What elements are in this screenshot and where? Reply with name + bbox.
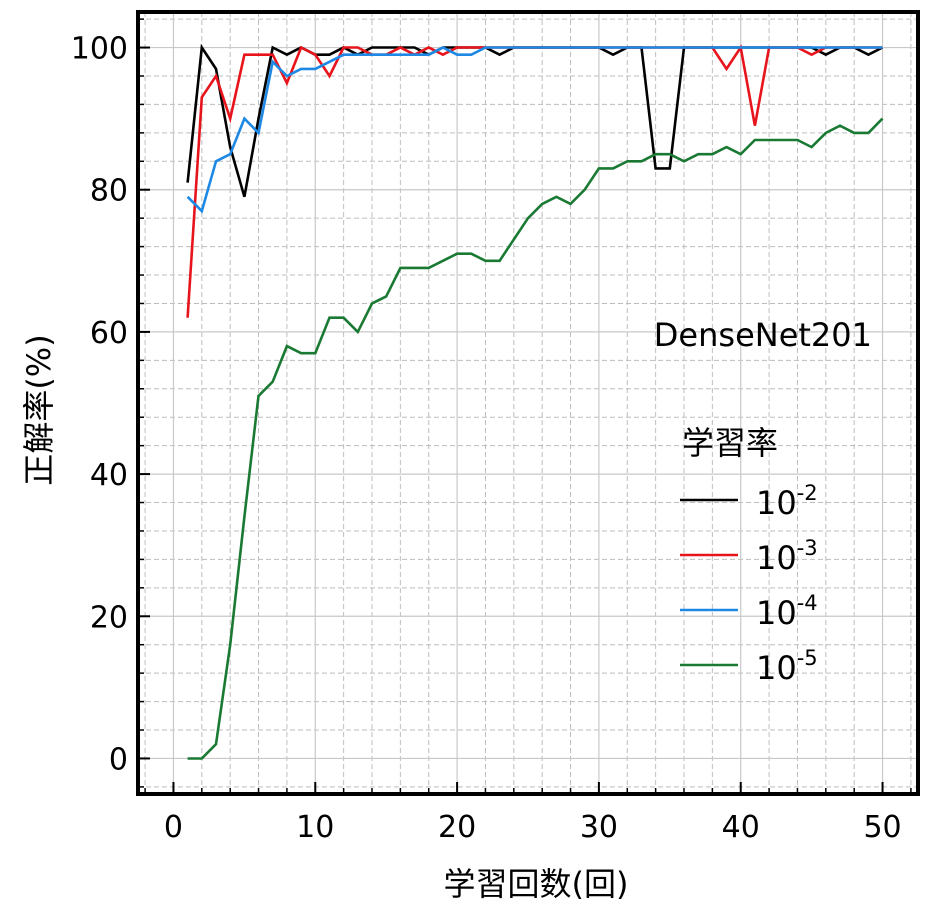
- legend-label-exponent: -5: [797, 646, 818, 670]
- series-line-4: [187, 117, 884, 760]
- plot-frame: [136, 10, 920, 796]
- series-line-3: [186, 46, 883, 214]
- legend-label-3: 10-4: [756, 591, 818, 632]
- y-tick-label: 60: [90, 316, 128, 351]
- legend-label-base: 10: [756, 594, 797, 632]
- legend-label-exponent: -3: [797, 536, 818, 560]
- legend-label-1: 10-2: [756, 481, 818, 522]
- x-tick-label: 20: [438, 810, 476, 845]
- x-tick-label: 30: [580, 810, 618, 845]
- y-tick-label: 0: [109, 742, 128, 777]
- tick-labels: 0 10 20 30 40 50 0 20 40 60 80 100: [71, 32, 902, 845]
- x-axis-title: 学習回数(回): [444, 865, 629, 903]
- tick-marks: [138, 18, 912, 794]
- y-tick-label: 100: [71, 32, 128, 67]
- legend-label-exponent: -2: [797, 481, 818, 505]
- y-tick-label: 40: [90, 458, 128, 493]
- legend-label-base: 10: [756, 539, 797, 577]
- legend-entries: 10-210-310-410-5: [680, 481, 818, 687]
- legend-label-exponent: -4: [797, 591, 818, 615]
- x-tick-label: 50: [863, 810, 901, 845]
- legend-label-4: 10-5: [756, 646, 818, 687]
- x-tick-label: 10: [296, 810, 334, 845]
- model-name-annotation: DenseNet201: [654, 316, 872, 354]
- legend-label-base: 10: [756, 649, 797, 687]
- legend: 学習率 10-210-310-410-5: [680, 424, 818, 687]
- legend-title: 学習率: [682, 424, 778, 462]
- series-layer: [186, 43, 884, 760]
- x-tick-label: 0: [164, 810, 183, 845]
- legend-label-base: 10: [756, 484, 797, 522]
- y-tick-label: 20: [90, 600, 128, 635]
- legend-label-2: 10-3: [756, 536, 818, 577]
- y-axis-title: 正解率(%): [20, 334, 58, 485]
- major-grid: [138, 12, 918, 794]
- y-tick-label: 80: [90, 174, 128, 209]
- x-tick-label: 40: [722, 810, 760, 845]
- minor-grid: [138, 12, 918, 794]
